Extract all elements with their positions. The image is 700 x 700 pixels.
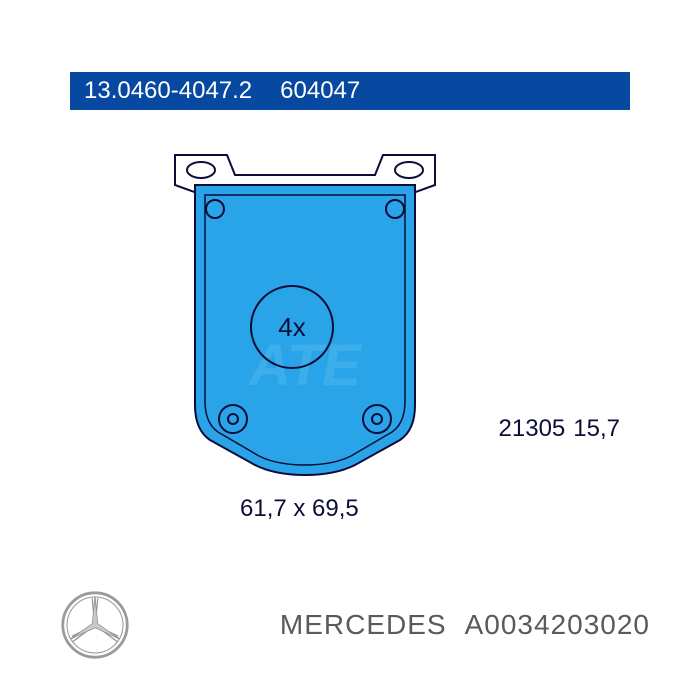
brake-pad-diagram: ATE 4x 21305 15,7 61,7 x 69,5 <box>70 110 630 530</box>
part-number-primary: 13.0460-4047.2 <box>84 77 252 105</box>
side-label: 21305 15,7 <box>499 415 620 443</box>
brand-text: MERCEDES A0034203020 <box>280 609 650 641</box>
bottom-dimensions: 61,7 x 69,5 <box>240 495 359 523</box>
tab-hole-right <box>395 162 423 178</box>
quantity-circle: 4x <box>250 285 334 369</box>
brand-code: A0034203020 <box>465 609 650 641</box>
footer-brand: MERCEDES A0034203020 <box>0 590 700 660</box>
side-thickness: 15,7 <box>573 415 620 443</box>
header-bar: 13.0460-4047.2 604047 <box>70 72 630 110</box>
quantity-label: 4x <box>278 312 305 343</box>
brand-name: MERCEDES <box>280 609 447 641</box>
part-number-secondary: 604047 <box>280 77 360 105</box>
tab-hole-left <box>187 162 215 178</box>
side-code: 21305 <box>499 415 566 443</box>
mercedes-logo-icon <box>60 590 130 660</box>
